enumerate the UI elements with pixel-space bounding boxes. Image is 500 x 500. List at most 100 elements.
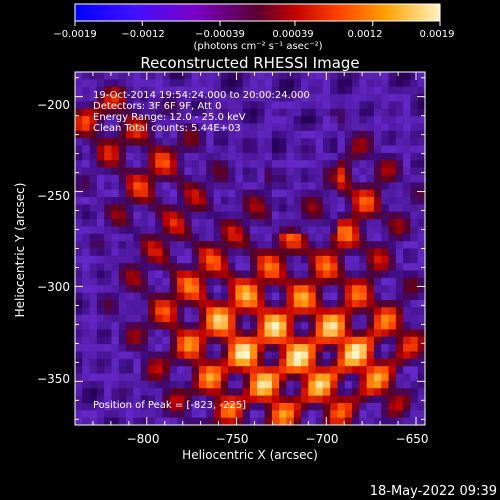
heatmap-cell [198, 270, 207, 279]
heatmap-cell [89, 336, 98, 345]
heatmap-cell [286, 402, 295, 411]
heatmap-cell [82, 79, 91, 88]
heatmap-cell [133, 211, 142, 220]
heatmap-cell [359, 299, 368, 308]
heatmap-cell [322, 314, 331, 323]
heatmap-cell [96, 285, 105, 294]
heatmap-cell [162, 263, 171, 272]
heatmap-cell [388, 402, 397, 411]
heatmap-cell [344, 351, 353, 360]
heatmap-cell [96, 233, 105, 242]
heatmap-cell [293, 138, 302, 147]
heatmap-cell [89, 402, 98, 411]
heatmap-cell [220, 233, 229, 242]
heatmap-cell [271, 79, 280, 88]
heatmap-cell [352, 388, 360, 397]
heatmap-cell [228, 241, 237, 250]
heatmap-cell [301, 79, 309, 88]
heatmap-cell [220, 152, 229, 161]
heatmap-cell [184, 72, 193, 80]
heatmap-cell [410, 79, 419, 88]
heatmap-cell [228, 344, 237, 353]
heatmap-cell [257, 79, 266, 88]
heatmap-cell [264, 329, 273, 338]
heatmap-cell [308, 255, 317, 264]
heatmap-cell [257, 167, 266, 176]
heatmap-cell [352, 351, 360, 360]
heatmap-cell [250, 388, 258, 397]
heatmap-cell [417, 204, 425, 213]
heatmap-cell [133, 285, 142, 294]
heatmap-cell [330, 152, 339, 161]
heatmap-cell [308, 358, 317, 367]
heatmap-cell [104, 336, 113, 345]
heatmap-cell [89, 219, 98, 228]
heatmap-cell [250, 314, 258, 323]
heatmap-cell [352, 152, 360, 161]
heatmap-cell [184, 145, 193, 154]
heatmap-cell [410, 314, 419, 323]
heatmap-cell [279, 204, 288, 213]
heatmap-cell [286, 145, 295, 154]
heatmap-cell [337, 101, 346, 110]
heatmap-cell [140, 366, 149, 375]
heatmap-cell [191, 241, 200, 250]
heatmap-cell [403, 138, 412, 147]
heatmap-cell [89, 211, 98, 220]
heatmap-cell [366, 402, 375, 411]
heatmap-cell [403, 292, 412, 301]
heatmap-cell [191, 167, 200, 176]
heatmap-cell [147, 263, 156, 272]
heatmap-cell [352, 373, 360, 382]
heatmap-cell [184, 138, 193, 147]
heatmap-cell [206, 358, 215, 367]
heatmap-cell [82, 395, 91, 404]
heatmap-cell [417, 174, 425, 183]
heatmap-cell [147, 101, 156, 110]
heatmap-cell [133, 197, 142, 205]
heatmap-cell [315, 204, 324, 213]
heatmap-cell [395, 395, 404, 404]
heatmap-cell [228, 336, 237, 345]
heatmap-cell [206, 314, 215, 323]
heatmap-cell [344, 358, 353, 367]
heatmap-cell [169, 314, 178, 323]
heatmap-cell [286, 292, 295, 301]
heatmap-cell [140, 351, 149, 360]
heatmap-cell [118, 388, 127, 397]
heatmap-cell [366, 174, 375, 183]
heatmap-cell [118, 197, 127, 205]
heatmap-cell [75, 167, 83, 176]
heatmap-cell [140, 145, 149, 154]
heatmap-cell [264, 248, 273, 257]
heatmap-cell [366, 116, 375, 125]
heatmap-cell [322, 292, 331, 301]
heatmap-cell [198, 182, 207, 191]
heatmap-cell [147, 299, 156, 308]
heatmap-cell [286, 138, 295, 147]
heatmap-cell [301, 101, 309, 110]
heatmap-cell [75, 123, 83, 132]
heatmap-cell [410, 402, 419, 411]
heatmap-cell [315, 351, 324, 360]
heatmap-cell [169, 94, 178, 103]
heatmap-cell [417, 329, 425, 338]
heatmap-cell [242, 336, 251, 345]
heatmap-cell [352, 329, 360, 338]
heatmap-cell [388, 351, 397, 360]
heatmap-cell [308, 160, 317, 169]
heatmap-cell [322, 160, 331, 169]
heatmap-cell [395, 101, 404, 110]
heatmap-cell [373, 182, 382, 191]
heatmap-cell [184, 314, 193, 323]
heatmap-cell [301, 351, 309, 360]
heatmap-cell [147, 248, 156, 257]
heatmap-cell [395, 417, 404, 425]
heatmap-cell [177, 395, 185, 404]
heatmap-cell [89, 116, 98, 125]
heatmap-cell [184, 358, 193, 367]
heatmap-cell [417, 255, 425, 264]
heatmap-cell [140, 417, 149, 425]
heatmap-cell [403, 145, 412, 154]
heatmap-cell [359, 395, 368, 404]
